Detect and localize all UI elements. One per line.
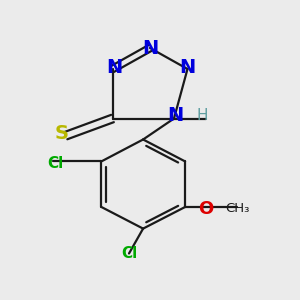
- Text: H: H: [197, 108, 208, 123]
- Text: CH₃: CH₃: [225, 202, 249, 215]
- Text: N: N: [179, 58, 196, 77]
- Text: N: N: [167, 106, 184, 125]
- Text: Cl: Cl: [47, 156, 64, 171]
- Text: O: O: [198, 200, 213, 217]
- Text: Cl: Cl: [121, 246, 137, 261]
- Text: N: N: [142, 38, 158, 58]
- Text: S: S: [55, 124, 68, 143]
- Text: N: N: [106, 58, 122, 77]
